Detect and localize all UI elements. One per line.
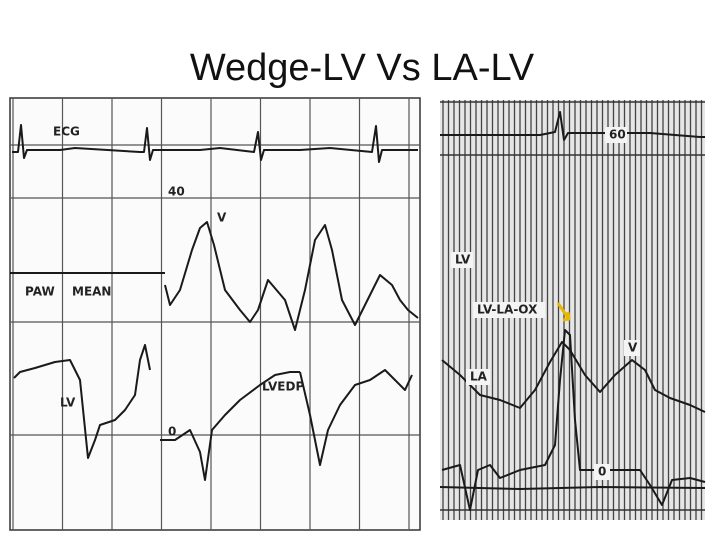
lv-trace — [441, 329, 706, 511]
panel-label: LV — [60, 396, 76, 410]
ecg-trace — [440, 111, 705, 141]
baseline-trace — [439, 486, 706, 490]
paw-trace — [10, 221, 419, 331]
panel-label: PAW — [25, 285, 55, 299]
label-backdrop — [624, 340, 640, 356]
slide-title: Wedge-LV Vs LA-LV — [190, 47, 535, 89]
panel-label: 60 — [609, 128, 626, 142]
panel-label: MEAN — [72, 285, 111, 299]
tracing-grid — [10, 98, 420, 530]
panel-label: LVEDP — [262, 380, 304, 394]
label-backdrop — [466, 369, 490, 385]
wedge-lv-tracing: ECG 40 V PAW MEAN LV LVEDP 0 — [9, 97, 421, 531]
la-lv-tracing: 60 LV LV-LA-OX V LA 0 — [439, 100, 706, 520]
label-backdrop — [594, 464, 610, 480]
label-backdrop — [473, 302, 545, 318]
panel-label: LA — [470, 370, 488, 384]
ecg-trace — [12, 124, 418, 163]
tracing-grid — [440, 100, 705, 520]
pointer-arrow — [556, 302, 571, 322]
panel-label: LV-LA-OX — [477, 303, 538, 317]
la-trace — [441, 341, 706, 413]
label-backdrop — [451, 252, 473, 268]
panel-label: 0 — [598, 465, 606, 479]
tracing-paper — [9, 97, 421, 531]
panel-label: V — [628, 341, 638, 355]
lv-trace — [13, 344, 413, 481]
panel-label: 40 — [168, 185, 185, 199]
panel-label: LV — [455, 253, 471, 267]
panel-label: V — [217, 211, 227, 225]
label-backdrop — [605, 127, 627, 143]
panel-label: ECG — [53, 125, 80, 139]
panel-label: 0 — [168, 425, 176, 439]
